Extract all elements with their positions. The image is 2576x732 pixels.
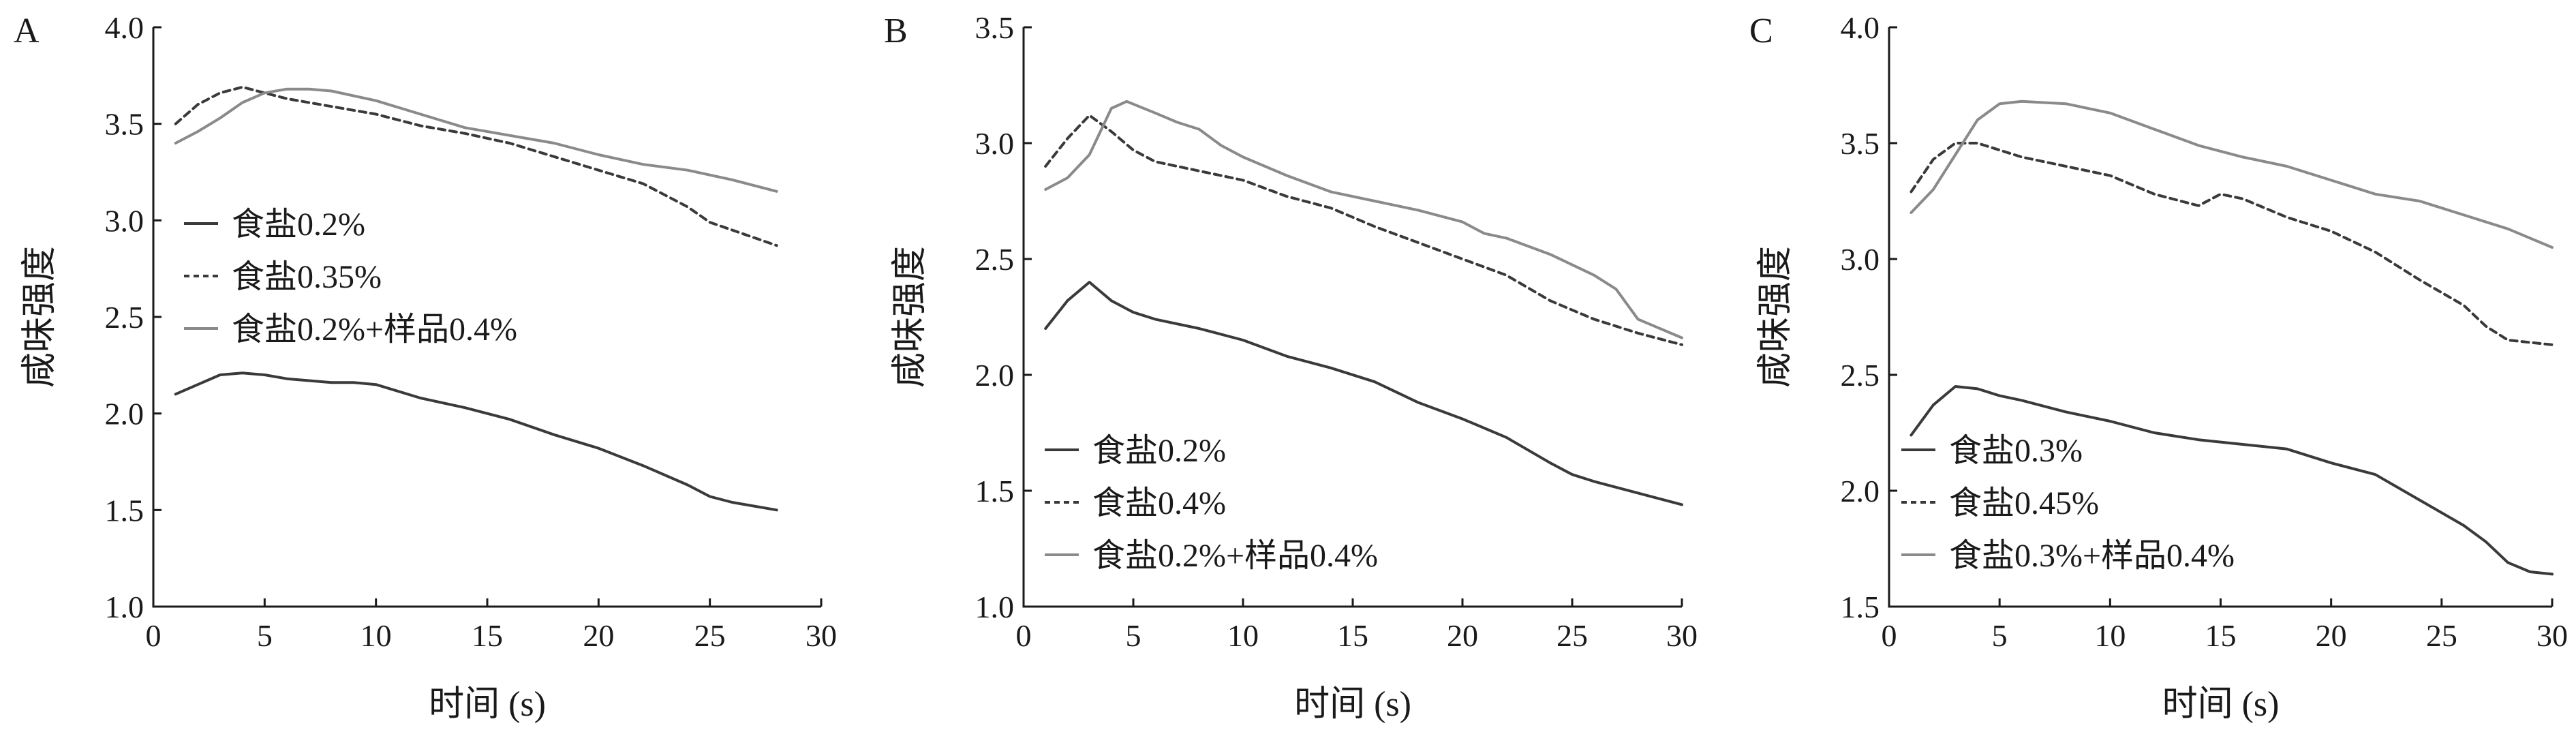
legend-label-c-0: 食盐0.3% [1949, 433, 2083, 469]
x-tick-label-b-1: 5 [1126, 618, 1141, 653]
y-tick-label-c-1: 2.0 [1841, 474, 1880, 508]
y-tick-label-b-1: 1.5 [975, 474, 1015, 508]
y-tick-label-b-2: 2.0 [975, 358, 1015, 393]
y-tick-label-c-2: 2.5 [1841, 358, 1880, 393]
x-tick-label-b-4: 20 [1447, 618, 1478, 653]
x-tick-label-b-0: 0 [1016, 618, 1032, 653]
y-tick-label-b-0: 1.0 [975, 590, 1015, 624]
series-line-a-2 [174, 87, 778, 193]
panel-b: B 1.0 1.5 2.0 2.5 3.0 3.5 0 5 10 15 20 25 30 时间 (s) 咸味强… [884, 10, 1698, 724]
y-tick-label-b-5: 3.5 [975, 10, 1015, 45]
series-line-b-2 [1044, 100, 1683, 339]
series-line-a-0 [174, 371, 778, 512]
y-tick-label-a-6: 4.0 [105, 10, 144, 45]
panel-letter-a: A [14, 12, 40, 50]
legend-label-b-2: 食盐0.2%+样品0.4% [1092, 538, 1378, 574]
y-tick-label-a-1: 1.5 [105, 493, 144, 528]
x-tick-label-a-0: 0 [146, 618, 162, 653]
series-line-b-1 [1044, 114, 1683, 346]
x-axis-title-b: 时间 (s) [1294, 685, 1411, 724]
x-tick-label-a-1: 5 [257, 618, 273, 653]
y-tick-label-a-4: 3.0 [105, 203, 144, 238]
y-tick-label-c-5: 4.0 [1841, 10, 1880, 45]
x-tick-label-a-5: 25 [694, 618, 726, 653]
series-line-c-0 [1910, 385, 2554, 576]
x-axis-title-c: 时间 (s) [2162, 685, 2280, 724]
x-tick-label-b-6: 30 [1666, 618, 1698, 653]
x-tick-label-a-6: 30 [806, 618, 837, 653]
y-axis-title-c: 咸味强度 [1756, 246, 1795, 388]
y-axis-title-a: 咸味强度 [20, 246, 59, 388]
x-tick-label-b-5: 25 [1557, 618, 1588, 653]
x-tick-label-c-5: 25 [2426, 618, 2457, 653]
x-tick-label-a-4: 20 [583, 618, 614, 653]
legend-label-a-1: 食盐0.35% [232, 259, 382, 295]
legend-label-c-2: 食盐0.3%+样品0.4% [1949, 538, 2235, 574]
series-line-c-2 [1910, 100, 2554, 249]
x-tick-label-c-1: 5 [1992, 618, 2008, 653]
series-line-b-0 [1044, 281, 1683, 506]
panel-a: A 1.0 1.5 2.0 2.5 3.0 3.5 4.0 0 5 10 15 20 25 30 时间 (s)… [14, 10, 837, 724]
x-tick-label-b-3: 15 [1337, 618, 1368, 653]
y-tick-label-b-3: 2.5 [975, 242, 1015, 277]
y-tick-label-a-0: 1.0 [105, 590, 144, 624]
x-axis-title-a: 时间 (s) [429, 685, 546, 724]
x-tick-label-c-4: 20 [2316, 618, 2347, 653]
legend-label-c-1: 食盐0.45% [1949, 485, 2099, 521]
series-line-a-1 [174, 85, 778, 247]
x-tick-label-c-2: 10 [2094, 618, 2126, 653]
legend-label-b-0: 食盐0.2% [1092, 433, 1226, 469]
x-tick-label-b-2: 10 [1227, 618, 1259, 653]
y-tick-label-c-4: 3.5 [1841, 126, 1880, 161]
legend-label-a-0: 食盐0.2% [232, 207, 365, 243]
x-tick-label-c-3: 15 [2205, 618, 2237, 653]
panel-letter-c: C [1749, 12, 1773, 50]
y-tick-label-c-0: 1.5 [1841, 590, 1880, 624]
panel-letter-b: B [884, 12, 908, 50]
y-axis-title-b: 咸味强度 [891, 246, 930, 388]
x-tick-label-a-2: 10 [361, 618, 392, 653]
series-line-c-1 [1910, 142, 2554, 346]
y-tick-label-a-5: 3.5 [105, 107, 144, 142]
panel-c: C 1.5 2.0 2.5 3.0 3.5 4.0 0 5 10 15 20 25 30 时间 (s) 咸味强… [1749, 10, 2568, 724]
x-tick-label-c-0: 0 [1882, 618, 1897, 653]
y-tick-label-a-3: 2.5 [105, 300, 144, 335]
y-tick-label-a-2: 2.0 [105, 397, 144, 431]
x-tick-label-c-6: 30 [2536, 618, 2568, 653]
legend-label-b-1: 食盐0.4% [1092, 485, 1226, 521]
y-tick-label-b-4: 3.0 [975, 126, 1015, 161]
y-tick-label-c-3: 3.0 [1841, 242, 1880, 277]
legend-label-a-2: 食盐0.2%+样品0.4% [232, 311, 517, 348]
x-tick-label-a-3: 15 [472, 618, 503, 653]
